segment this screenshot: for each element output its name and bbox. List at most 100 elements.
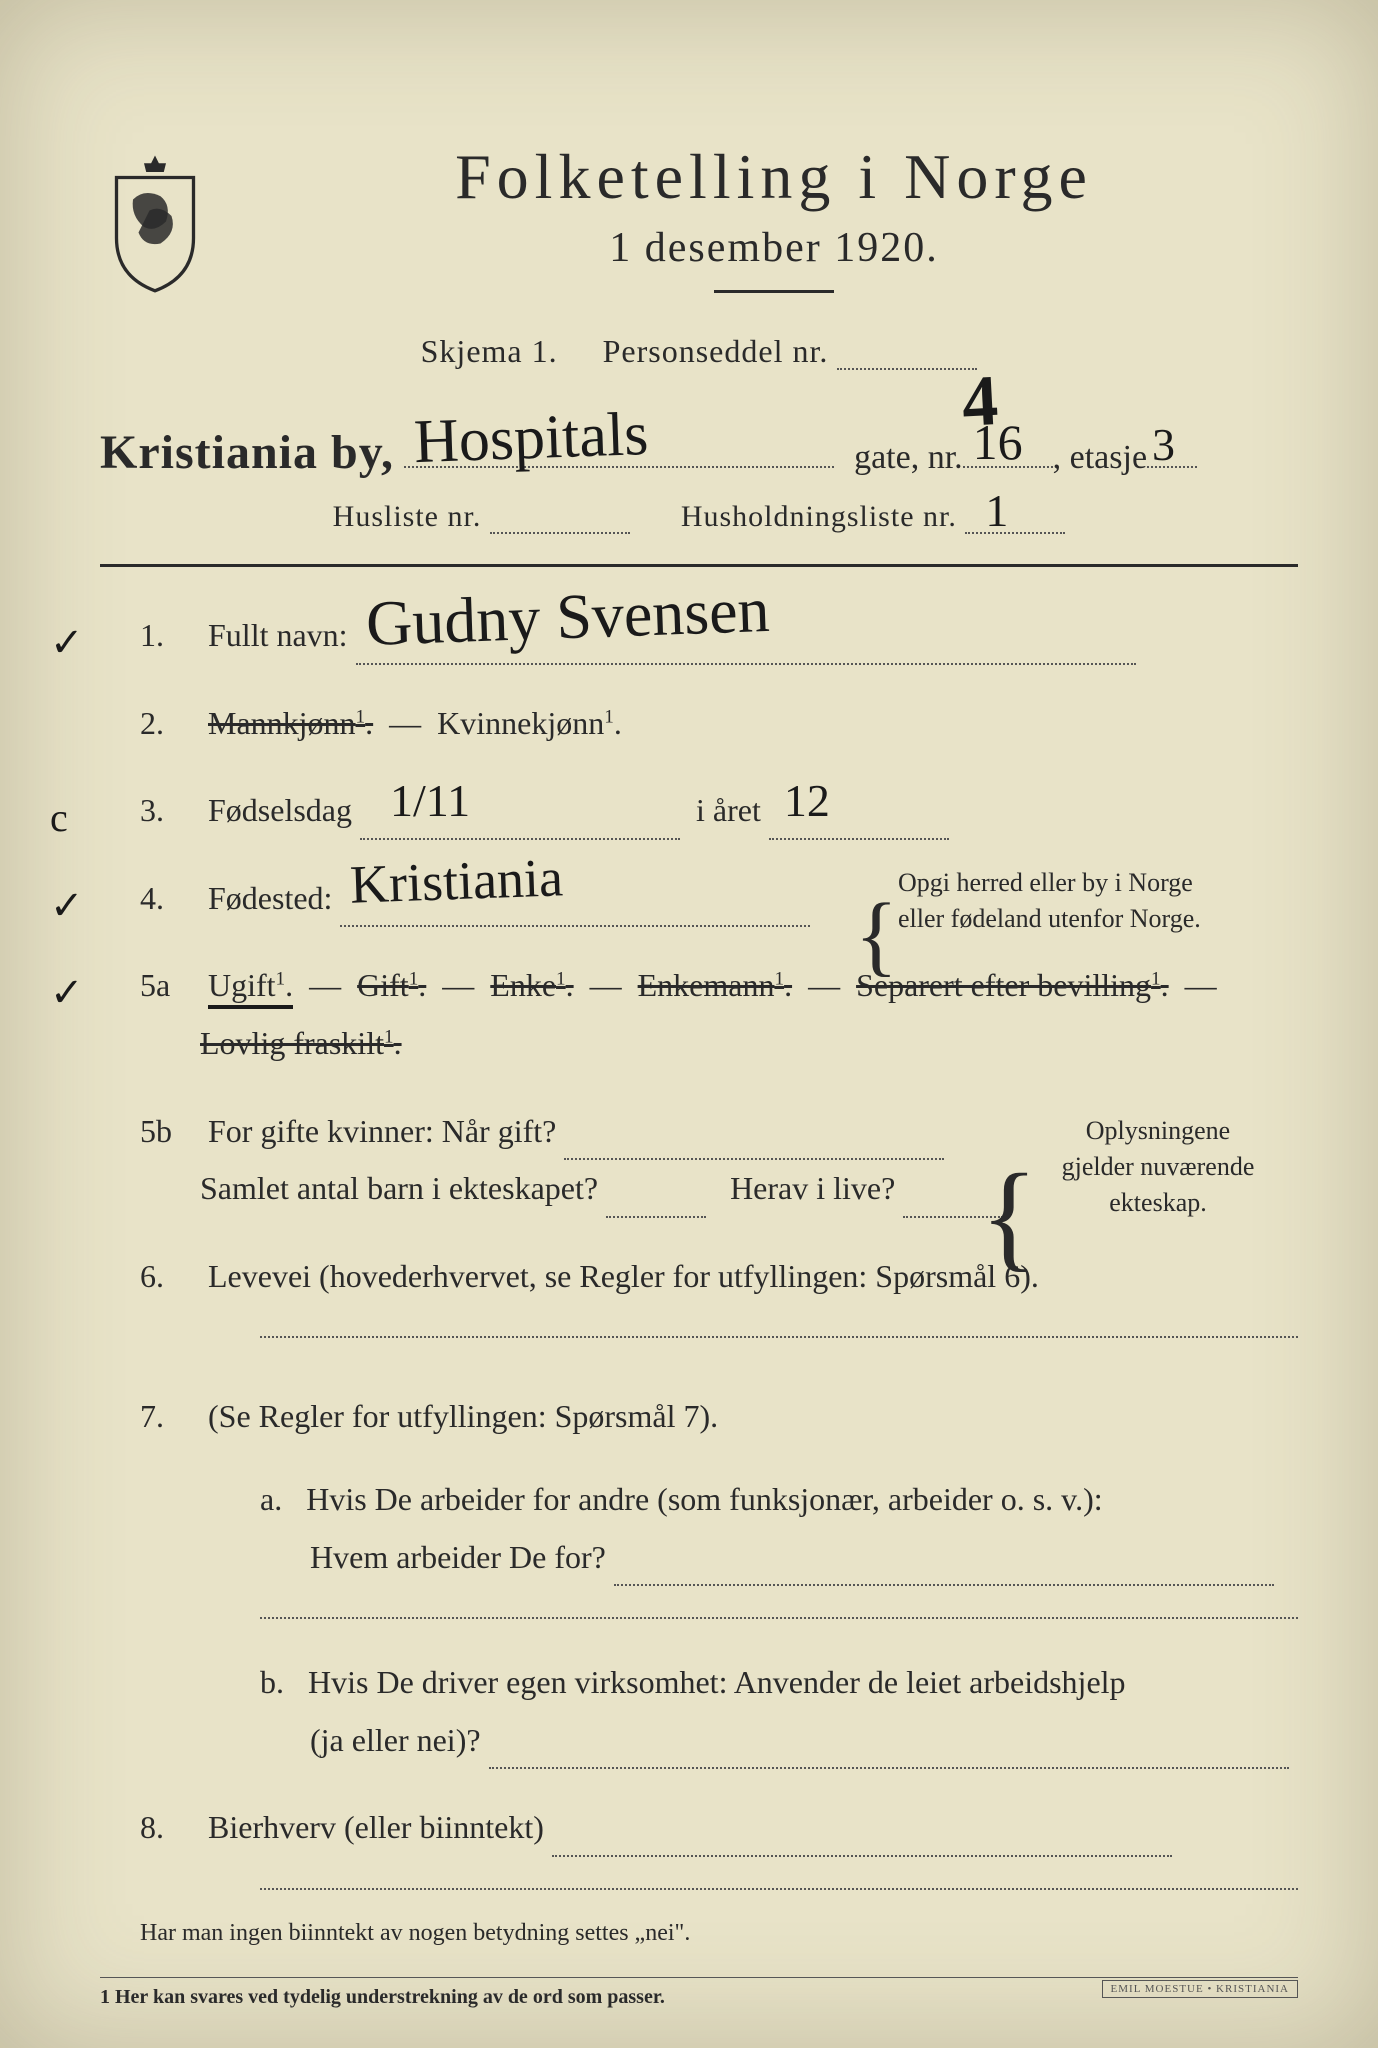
q5b-label2: Samlet antal barn i ekteskapet? (140, 1170, 598, 1206)
q6-row: 6. Levevei (hovederhvervet, se Regler fo… (100, 1248, 1298, 1339)
q1-field: Gudny Svensen (356, 663, 1136, 665)
q4-label: Fødested: (208, 880, 332, 916)
q7b: b. Hvis De driver egen virksomhet: Anven… (140, 1654, 1298, 1769)
q4-note-l2: eller fødeland utenfor Norge. (898, 901, 1278, 937)
q3-year-handwritten: 12 (784, 760, 830, 843)
q7b-text1: Hvis De driver egen virksomhet: Anvender… (308, 1664, 1126, 1700)
rule-decoration (714, 290, 834, 293)
q4-note-l1: Opgi herred eller by i Norge (898, 865, 1278, 901)
q3-num: 3. (140, 782, 200, 840)
q5b-note-l1: Oplysningene (1038, 1113, 1278, 1149)
q5b-row: 5b For gifte kvinner: Når gift? Samlet a… (100, 1103, 1298, 1218)
q5a-row: ✓ 5a Ugift1. — Gift1. — Enke1. — Enkeman… (100, 957, 1298, 1072)
q3-row: c 3. Fødselsdag 1/11 i året 12 (100, 782, 1298, 840)
printer-stamp: EMIL MOESTUE • KRISTIANIA (1102, 1980, 1298, 1998)
q5a-num: 5a (140, 957, 200, 1015)
q5b-sidenote: Oplysningene gjelder nuværende ekteskap. (1038, 1113, 1278, 1222)
q5a-margin-check: ✓ (50, 957, 84, 1029)
q5a-enke: Enke1. (490, 967, 573, 1003)
q5a-enkemann: Enkemann1. (638, 967, 792, 1003)
gate-label: gate, nr. (854, 439, 963, 477)
q3-day-handwritten: 1/11 (390, 760, 470, 843)
census-form-page: Folketelling i Norge 1 desember 1920. 4 … (0, 0, 1378, 2048)
q1-margin-check: ✓ (50, 607, 84, 679)
q5a-separert: Separert efter bevilling1. (856, 967, 1169, 1003)
gate-nr-handwritten: 16 (973, 413, 1023, 471)
q3-year-label: i året (696, 792, 761, 828)
q5b-field2 (606, 1216, 706, 1218)
q2-num: 2. (140, 695, 200, 753)
husliste-field (490, 532, 630, 534)
q4-num: 4. (140, 870, 200, 928)
q1-label: Fullt navn: (208, 617, 348, 653)
q7a-field2 (260, 1616, 1298, 1619)
etasje-label: , etasje (1053, 439, 1147, 477)
q5b-num: 5b (140, 1103, 200, 1161)
q5a-gift: Gift1. (357, 967, 426, 1003)
etasje-handwritten: 3 (1152, 418, 1175, 471)
address-line: Kristiania by, Hospitals gate, nr. 16 , … (100, 425, 1298, 480)
schema-line: Skjema 1. Personseddel nr. (100, 333, 1298, 370)
q8-row: 8. Bierhverv (eller biinntekt) (100, 1799, 1298, 1857)
header: Folketelling i Norge 1 desember 1920. (100, 140, 1298, 293)
q5b-note-l2: gjelder nuværende (1038, 1149, 1278, 1185)
q7-num: 7. (140, 1388, 200, 1446)
q2-row: 2. Mannkjønn1. — Kvinnekjønn1. (100, 695, 1298, 753)
q4-row: ✓ 4. Fødested: Kristiania { Opgi herred … (100, 870, 1298, 928)
hushold-handwritten: 1 (985, 484, 1009, 537)
q3-label: Fødselsdag (208, 792, 352, 828)
q7a: a. Hvis De arbeider for andre (som funks… (140, 1471, 1298, 1586)
q4-sidenote: Opgi herred eller by i Norge eller fødel… (898, 865, 1278, 938)
q5b-field1 (564, 1158, 944, 1160)
schema-label: Skjema 1. (421, 333, 558, 369)
q3-year-field: 12 (769, 838, 949, 840)
q8-field (552, 1855, 1172, 1857)
person-label: Personseddel nr. (603, 333, 829, 369)
q2-dash: — (389, 705, 421, 741)
q7a-text1: Hvis De arbeider for andre (som funksjon… (306, 1481, 1102, 1517)
q1-handwritten: Gudny Svensen (364, 552, 771, 681)
q1-num: 1. (140, 607, 200, 665)
husliste-line: Husliste nr. Husholdningsliste nr. 1 (100, 500, 1298, 534)
q5b-note-l3: ekteskap. (1038, 1185, 1278, 1221)
q5b-label3: Herav i live? (730, 1170, 895, 1206)
q7b-text2: (ja eller nei)? (260, 1722, 481, 1758)
q4-handwritten: Kristiania (349, 830, 565, 935)
q7b-label: b. (260, 1664, 284, 1700)
q8-num: 8. (140, 1799, 200, 1857)
q7a-text2: Hvem arbeider De for? (260, 1539, 606, 1575)
q7a-label: a. (260, 1481, 282, 1517)
q5a-lovlig: Lovlig fraskilt1. (140, 1025, 402, 1061)
q7a-field (614, 1584, 1274, 1586)
city-label: Kristiania by, (100, 425, 394, 480)
hushold-label: Husholdningsliste nr. (681, 500, 957, 533)
main-title: Folketelling i Norge (250, 140, 1298, 214)
q6-label: Levevei (hovederhvervet, se Regler for u… (208, 1258, 1039, 1294)
q5a-ugift: Ugift1. (208, 967, 293, 1009)
street-field: Hospitals (404, 466, 834, 468)
q8-field2 (260, 1887, 1298, 1890)
title-block: Folketelling i Norge 1 desember 1920. (250, 140, 1298, 293)
gate-nr-field: 16 (963, 466, 1053, 468)
date-line: 1 desember 1920. (250, 224, 1298, 272)
q2-mann: Mannkjønn1. (208, 705, 373, 741)
q2-kvinne: Kvinnekjønn1. (437, 705, 622, 741)
person-nr-field (837, 368, 977, 370)
q4-margin-check: ✓ (50, 870, 84, 942)
coat-of-arms-icon (100, 150, 210, 290)
q8-label: Bierhverv (eller biinntekt) (208, 1809, 544, 1845)
q3-margin-check: c (50, 782, 68, 854)
q6-field (260, 1335, 1298, 1338)
q6-num: 6. (140, 1248, 200, 1306)
hushold-field: 1 (965, 532, 1065, 534)
q1-row: ✓ 1. Fullt navn: Gudny Svensen (100, 607, 1298, 665)
husliste-label: Husliste nr. (333, 500, 482, 533)
q7-row: 7. (Se Regler for utfyllingen: Spørsmål … (100, 1388, 1298, 1769)
q5b-label1: For gifte kvinner: Når gift? (208, 1113, 556, 1149)
q7-intro: (Se Regler for utfyllingen: Spørsmål 7). (208, 1398, 718, 1434)
q4-field: Kristiania (340, 925, 810, 927)
street-handwritten: Hospitals (413, 399, 650, 478)
footer-note: Har man ingen biinntekt av nogen betydni… (100, 1920, 1298, 1947)
q7b-field (489, 1767, 1289, 1769)
etasje-field: 3 (1147, 466, 1197, 468)
